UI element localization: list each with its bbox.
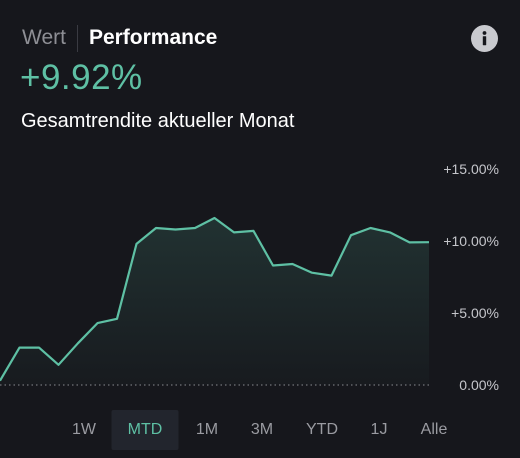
time-range-selector: 1W MTD 1M 3M YTD 1J Alle [0, 410, 520, 450]
range-mtd[interactable]: MTD [111, 410, 179, 450]
y-tick-label: +5.00% [451, 305, 499, 321]
chart-area-fill [0, 218, 429, 385]
view-tabs: Wert Performance [22, 24, 217, 52]
performance-chart: +15.00% +10.00% +5.00% 0.00% [0, 161, 499, 393]
range-1m[interactable]: 1M [195, 421, 219, 438]
range-alle[interactable]: Alle [420, 421, 448, 438]
chart-series-line [0, 216, 430, 382]
performance-subtitle: Gesamtrendite aktueller Monat [21, 110, 295, 132]
y-tick-label: +10.00% [443, 233, 499, 249]
range-1w[interactable]: 1W [72, 421, 96, 438]
range-3m[interactable]: 3M [250, 421, 274, 438]
info-icon[interactable] [471, 25, 498, 52]
tab-wert[interactable]: Wert [22, 26, 66, 49]
tab-divider [76, 24, 78, 52]
y-tick-label: 0.00% [459, 377, 499, 393]
range-1j[interactable]: 1J [370, 421, 388, 438]
y-tick-label: +15.00% [443, 161, 499, 177]
range-ytd[interactable]: YTD [306, 421, 338, 438]
performance-value: +9.92% [20, 58, 143, 97]
tab-performance[interactable]: Performance [88, 26, 218, 49]
